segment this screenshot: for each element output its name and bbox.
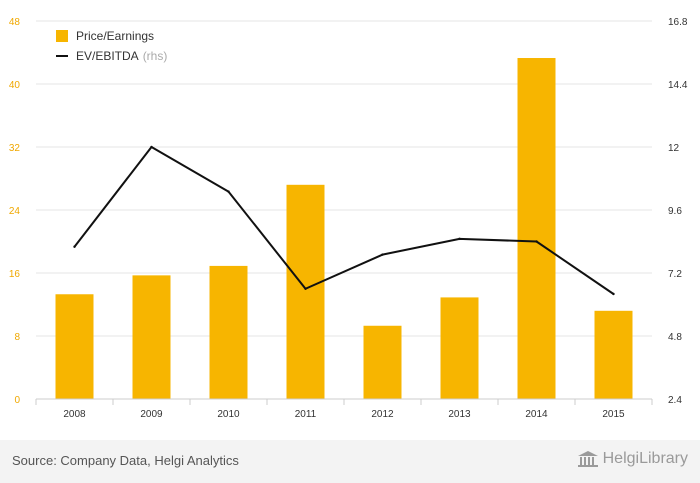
point-ev-2008 bbox=[73, 245, 76, 248]
legend-label-ev: EV/EBITDA bbox=[76, 49, 139, 63]
left-tick-label: 48 bbox=[9, 17, 21, 28]
x-tick-label: 2008 bbox=[63, 409, 86, 420]
x-tick-label: 2015 bbox=[602, 409, 625, 420]
bar-pe-2012 bbox=[363, 325, 402, 399]
bar-pe-2009 bbox=[132, 275, 171, 399]
brand-name: HelgiLibrary bbox=[602, 450, 688, 467]
source-text: Source: Company Data, Helgi Analytics bbox=[12, 453, 239, 468]
chart: 0 8 16 24 32 40 48 2.4 4.8 7.2 9.6 12 14.4 16.8 2008 20… bbox=[9, 17, 688, 420]
bar-pe-2013 bbox=[440, 297, 479, 399]
left-tick-label: 32 bbox=[9, 143, 21, 154]
x-tick-label: 2009 bbox=[140, 409, 163, 420]
point-ev-2013 bbox=[458, 237, 461, 241]
legend-line-swatch bbox=[56, 55, 68, 57]
right-tick-label: 12 bbox=[668, 143, 680, 154]
point-ev-2009 bbox=[150, 145, 153, 149]
point-ev-2014 bbox=[535, 240, 538, 243]
right-tick-label: 9.6 bbox=[668, 206, 682, 217]
legend-item-pe: Price/Earnings bbox=[56, 26, 167, 46]
left-tick-label: 0 bbox=[14, 395, 20, 406]
x-tick-label: 2011 bbox=[295, 409, 317, 420]
line-ev-ebitda-path bbox=[73, 146, 615, 295]
legend: Price/Earnings EV/EBITDA (rhs) bbox=[56, 26, 167, 66]
axes: 0 8 16 24 32 40 48 2.4 4.8 7.2 9.6 12 14.4 16.8 2008 20… bbox=[9, 17, 688, 420]
left-tick-label: 40 bbox=[9, 80, 21, 91]
x-tick-label: 2012 bbox=[371, 409, 394, 420]
building-icon bbox=[577, 451, 598, 467]
footer: Source: Company Data, Helgi Analytics He… bbox=[0, 440, 700, 483]
legend-rhs-note: (rhs) bbox=[142, 49, 168, 63]
right-tick-label: 2.4 bbox=[668, 395, 682, 406]
point-ev-2015 bbox=[612, 292, 615, 296]
ev-ebitda-line bbox=[73, 145, 615, 296]
point-ev-2011 bbox=[304, 287, 307, 290]
gridlines bbox=[36, 20, 652, 400]
bar-pe-2010 bbox=[209, 265, 248, 399]
right-tick-label: 7.2 bbox=[668, 269, 682, 280]
legend-label-pe: Price/Earnings bbox=[76, 29, 155, 43]
bar-pe-2015 bbox=[594, 310, 633, 399]
bar-pe-2011 bbox=[286, 184, 325, 399]
x-tick-label: 2010 bbox=[217, 409, 240, 420]
left-tick-label: 24 bbox=[9, 206, 21, 217]
legend-item-ev: EV/EBITDA (rhs) bbox=[56, 46, 167, 66]
point-ev-2010 bbox=[227, 190, 230, 193]
x-tick-label: 2014 bbox=[525, 409, 548, 420]
left-tick-label: 8 bbox=[14, 332, 20, 343]
left-tick-label: 16 bbox=[9, 269, 21, 280]
brand-logo[interactable]: HelgiLibrary bbox=[577, 450, 688, 468]
bar-pe-2014 bbox=[517, 58, 556, 399]
right-tick-label: 16.8 bbox=[668, 17, 688, 28]
bar-pe-2008 bbox=[55, 294, 94, 399]
right-tick-label: 14.4 bbox=[668, 80, 688, 91]
legend-bar-swatch bbox=[56, 30, 68, 42]
bars bbox=[55, 58, 633, 399]
right-tick-label: 4.8 bbox=[668, 332, 682, 343]
point-ev-2012 bbox=[381, 253, 384, 256]
x-tick-label: 2013 bbox=[448, 409, 471, 420]
